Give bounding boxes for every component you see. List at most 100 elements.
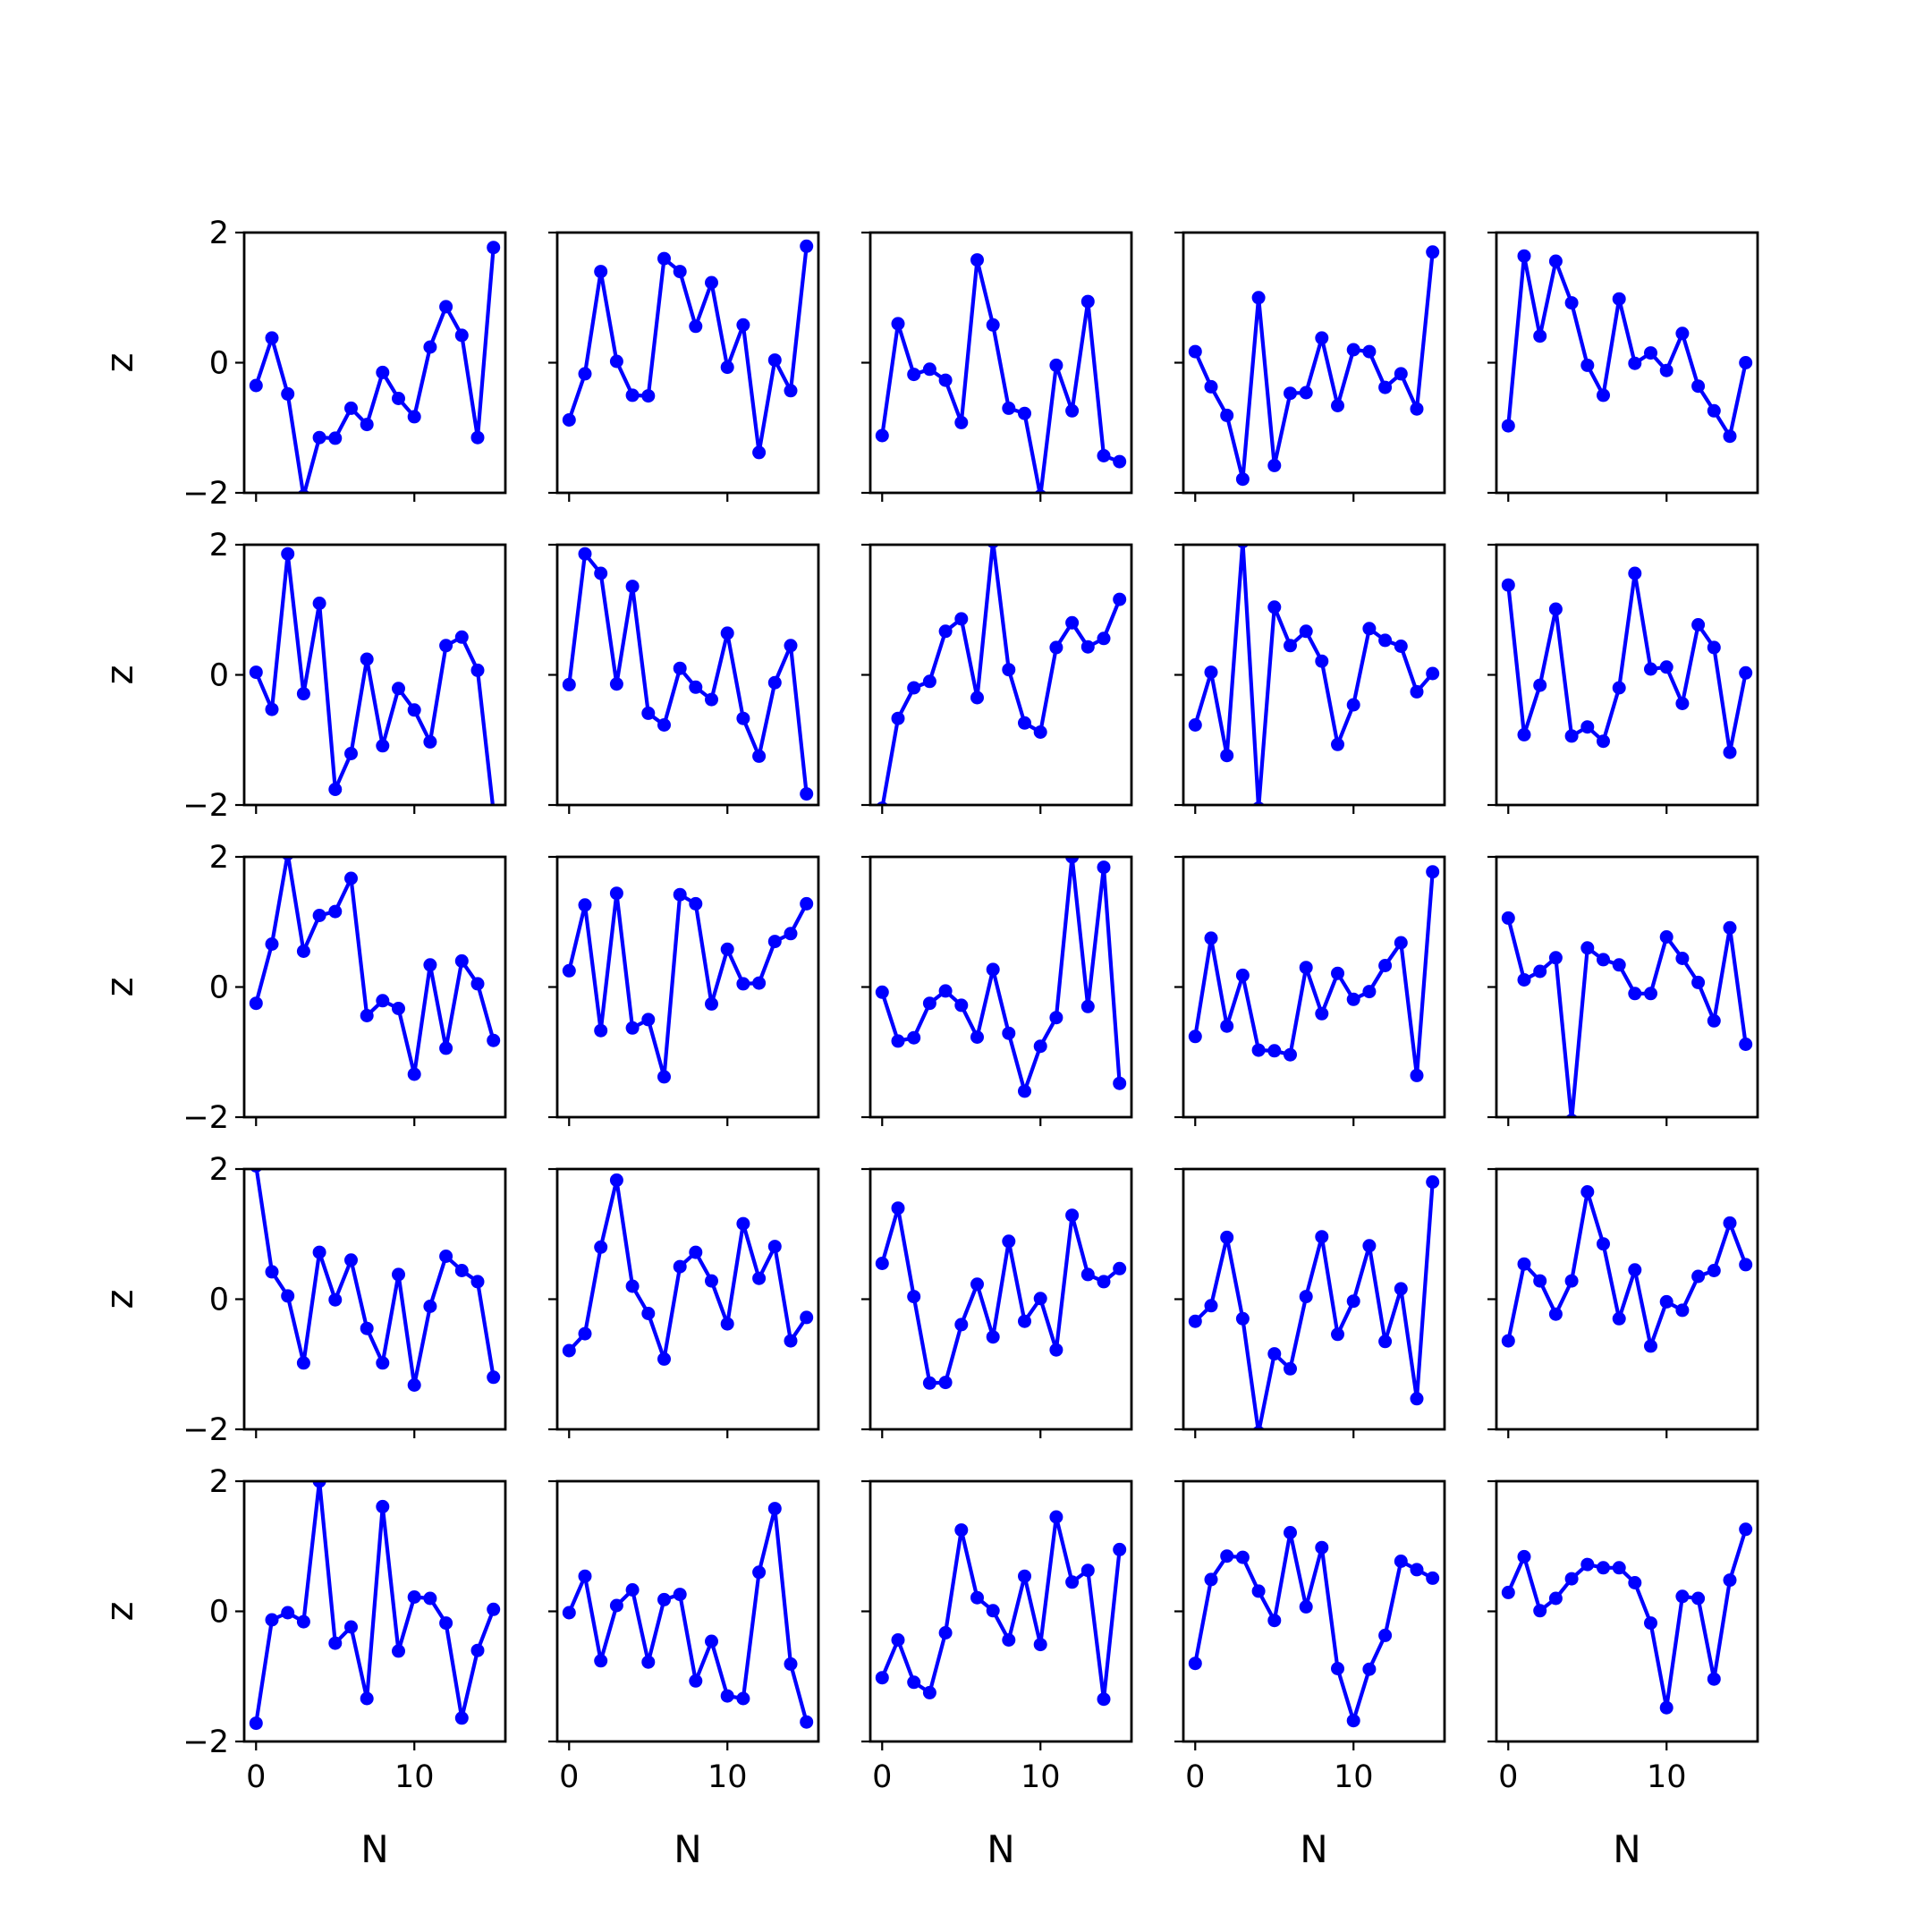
- x-axis-label: N: [674, 1827, 701, 1871]
- data-point: [344, 871, 358, 886]
- data-point: [328, 1636, 343, 1650]
- data-point: [1628, 987, 1642, 1001]
- data-point: [392, 1644, 405, 1658]
- plot-area: [1188, 545, 1440, 805]
- data-point: [1739, 356, 1753, 369]
- data-point: [1188, 344, 1202, 359]
- data-point: [970, 253, 984, 267]
- data-point: [1331, 966, 1344, 980]
- data-point: [1251, 291, 1266, 305]
- data-point: [281, 547, 295, 561]
- plot-area: [249, 547, 496, 805]
- subplot-r4-c3: [861, 1167, 1133, 1438]
- data-point: [487, 241, 501, 255]
- data-point: [296, 687, 310, 701]
- data-point: [705, 692, 718, 707]
- data-point: [1204, 931, 1218, 945]
- data-point: [1564, 1572, 1579, 1586]
- series-line: [1192, 1530, 1436, 1723]
- data-point: [784, 927, 798, 941]
- data-point: [439, 1041, 453, 1055]
- data-point: [1533, 1274, 1547, 1288]
- y-tick-label: 0: [209, 346, 229, 382]
- data-point: [1548, 602, 1563, 616]
- data-point: [1612, 292, 1626, 306]
- data-point: [407, 1590, 421, 1604]
- data-point: [1659, 660, 1674, 674]
- data-point: [360, 1009, 374, 1022]
- data-point: [1331, 399, 1344, 412]
- data-point: [1564, 296, 1579, 310]
- data-point: [1113, 592, 1127, 606]
- data-point: [720, 942, 734, 956]
- subplot-r1-c3: [861, 231, 1133, 502]
- series-line: [566, 243, 809, 454]
- x-axis-label: N: [360, 1827, 388, 1871]
- subplot-r4-c5: [1487, 1167, 1759, 1438]
- plot-area: [875, 1201, 1127, 1390]
- data-point: [1707, 403, 1721, 418]
- data-point: [1707, 1264, 1721, 1277]
- data-point: [720, 1689, 734, 1703]
- data-point: [487, 1033, 501, 1047]
- data-point: [689, 680, 703, 694]
- data-point: [344, 1620, 358, 1634]
- data-point: [376, 739, 390, 753]
- y-tick-label: 0: [209, 1595, 229, 1631]
- data-point: [1628, 566, 1642, 580]
- plot-area: [1501, 1522, 1753, 1715]
- data-point: [296, 945, 310, 958]
- data-point: [1220, 408, 1234, 422]
- series-line: [253, 1481, 496, 1725]
- x-tick-label: 0: [246, 1759, 266, 1795]
- data-point: [1315, 654, 1329, 668]
- data-point: [1597, 734, 1610, 749]
- data-point: [392, 1267, 405, 1282]
- data-point: [1628, 1576, 1642, 1589]
- plot-area: [1501, 1185, 1753, 1353]
- data-point: [454, 630, 469, 644]
- x-tick-label: 0: [872, 1759, 892, 1795]
- data-point: [328, 904, 343, 919]
- data-point: [487, 1602, 501, 1616]
- data-point: [1564, 1274, 1579, 1288]
- data-point: [265, 937, 279, 951]
- data-point: [689, 1245, 703, 1259]
- plot-area: [1188, 245, 1440, 487]
- subplot-r5-c2: 0 10N: [548, 1479, 820, 1871]
- data-point: [1299, 386, 1313, 400]
- data-point: [609, 886, 623, 901]
- data-point: [1299, 1290, 1313, 1304]
- plot-area: [562, 886, 814, 1084]
- data-point: [922, 1376, 936, 1390]
- data-point: [1580, 720, 1595, 734]
- series-line: [1192, 869, 1435, 1078]
- y-axis-label: z: [97, 1601, 141, 1621]
- plot-area: [875, 857, 1127, 1098]
- data-point: [720, 1317, 734, 1331]
- data-point: [752, 445, 767, 460]
- data-point: [1346, 698, 1360, 712]
- data-point: [328, 1292, 343, 1307]
- data-point: [1002, 1026, 1016, 1040]
- plot-area: [1501, 911, 1753, 1117]
- data-point: [736, 318, 750, 332]
- data-point: [938, 373, 953, 387]
- data-point: [1204, 1572, 1218, 1587]
- data-point: [705, 1274, 718, 1288]
- x-tick-label: 10: [394, 1759, 435, 1795]
- data-point: [1707, 1672, 1721, 1686]
- data-point: [407, 1067, 421, 1081]
- data-point: [344, 1253, 358, 1267]
- data-point: [1675, 697, 1690, 710]
- data-point: [392, 1002, 405, 1015]
- data-point: [296, 1356, 310, 1370]
- data-point: [562, 1343, 576, 1358]
- data-point: [1691, 975, 1706, 989]
- data-point: [891, 711, 905, 725]
- subplot-r1-c2: [548, 231, 820, 502]
- data-point: [609, 1598, 623, 1613]
- data-point: [1097, 860, 1111, 875]
- data-point: [800, 896, 814, 911]
- data-point: [625, 1279, 640, 1293]
